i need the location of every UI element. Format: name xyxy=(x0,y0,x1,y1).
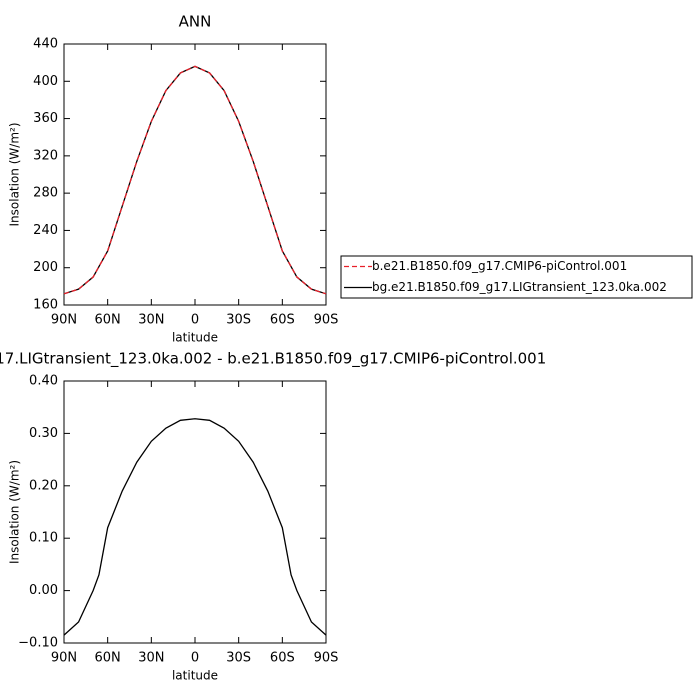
x-axis-label: latitude xyxy=(172,331,218,345)
x-tick-label: 30S xyxy=(226,313,251,328)
y-tick-label: 0.30 xyxy=(29,426,58,441)
y-tick-label: 0.10 xyxy=(29,531,58,546)
data-line xyxy=(63,65,327,295)
y-tick-label: 0.00 xyxy=(29,583,58,598)
y-tick-label: 240 xyxy=(33,223,58,238)
x-axis-label: latitude xyxy=(172,669,218,683)
x-tick-label: 90N xyxy=(51,313,77,328)
y-tick-label: 360 xyxy=(33,111,58,126)
y-axis-label: Insolation (W/m²) xyxy=(8,123,22,227)
y-tick-label: 400 xyxy=(33,74,58,89)
legend-label: bg.e21.B1850.f09_g17.LIGtransient_123.0k… xyxy=(372,280,667,294)
y-tick-label: 0.20 xyxy=(29,478,58,493)
y-tick-label: 160 xyxy=(33,298,58,313)
x-tick-label: 30S xyxy=(226,651,251,666)
data-line xyxy=(63,65,327,295)
x-tick-label: 90S xyxy=(314,313,339,328)
y-tick-label: 440 xyxy=(33,37,58,52)
x-tick-label: 90S xyxy=(314,651,339,666)
y-tick-label: 0.40 xyxy=(29,374,58,389)
x-tick-label: 30N xyxy=(138,651,164,666)
data-line xyxy=(63,418,327,636)
chart-title: bg.e21.B1850.f09_g17.LIGtransient_123.0k… xyxy=(0,350,546,369)
plot-frame xyxy=(63,43,327,306)
x-tick-label: 0 xyxy=(191,313,199,328)
x-tick-label: 60S xyxy=(270,651,295,666)
x-tick-label: 60N xyxy=(95,313,121,328)
panel: bg.e21.B1850.f09_g17.LIGtransient_123.0k… xyxy=(0,350,546,683)
x-tick-label: 90N xyxy=(51,651,77,666)
y-tick-label: 200 xyxy=(33,260,58,275)
y-tick-label: 320 xyxy=(33,148,58,163)
panel: ANN latitude Insolation (W/m²) 160 200 240 280… xyxy=(8,13,693,345)
legend-box xyxy=(340,255,693,299)
x-tick-label: 60S xyxy=(270,313,295,328)
chart-title: ANN xyxy=(179,13,212,31)
x-tick-label: 0 xyxy=(191,651,199,666)
y-tick-label: −0.10 xyxy=(18,636,58,651)
legend-label: b.e21.B1850.f09_g17.CMIP6-piControl.001 xyxy=(372,259,627,273)
y-tick-label: 280 xyxy=(33,186,58,201)
x-tick-label: 60N xyxy=(95,651,121,666)
y-axis-label: Insolation (W/m²) xyxy=(8,460,22,564)
plot-frame xyxy=(63,380,327,644)
x-tick-label: 30N xyxy=(138,313,164,328)
